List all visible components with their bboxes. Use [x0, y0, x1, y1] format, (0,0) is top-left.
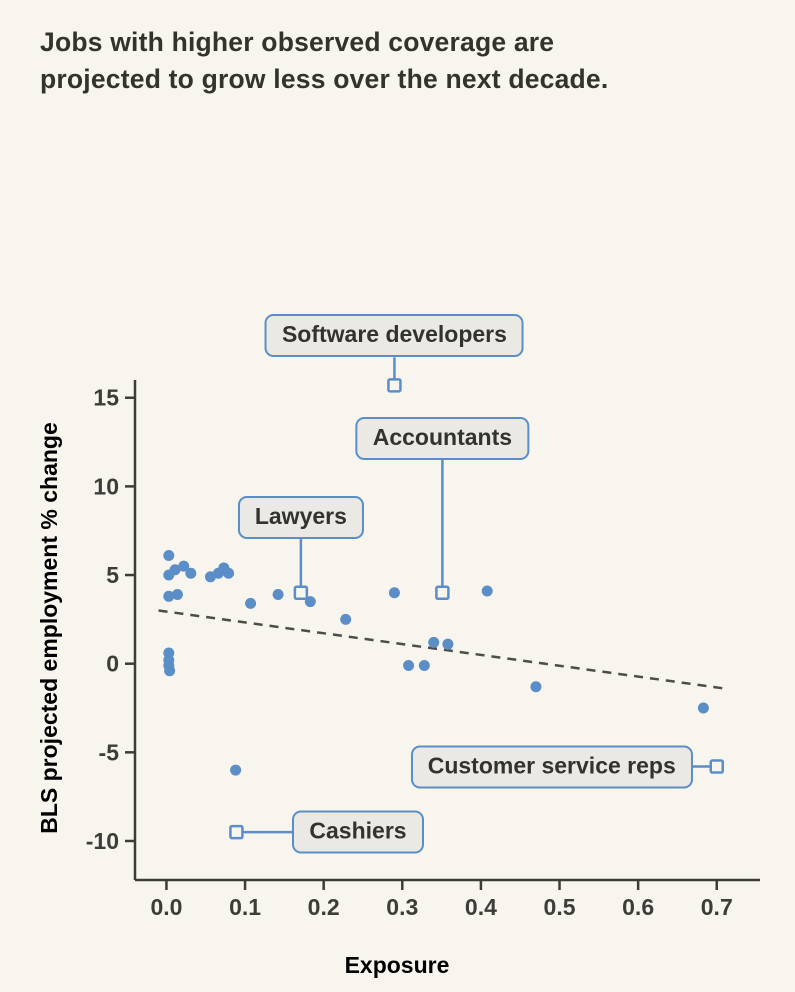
y-tick-label: 5: [106, 562, 119, 588]
y-tick-label: 0: [106, 651, 119, 677]
callout-customer-service-reps: Customer service reps: [410, 745, 693, 789]
x-tick-label: 0.7: [701, 894, 733, 920]
data-point: [178, 560, 190, 572]
x-tick-label: 0.6: [622, 894, 654, 920]
marker-customer-service-reps: [709, 759, 725, 774]
x-tick-label: 0.5: [544, 894, 576, 920]
data-point: [245, 597, 257, 609]
data-point: [230, 764, 242, 776]
data-point: [340, 613, 352, 625]
figure-title-line-1: Jobs with higher observed coverage are: [40, 27, 555, 57]
x-axis-label: Exposure: [345, 952, 450, 978]
data-point: [530, 681, 542, 693]
y-tick-label: -10: [86, 828, 119, 854]
y-tick-label: 10: [93, 473, 119, 499]
figure-title: Jobs with higher observed coverage are p…: [40, 24, 608, 98]
data-point: [442, 638, 454, 650]
callout-cashiers: Cashiers: [292, 810, 424, 854]
x-tick-label: 0.4: [465, 894, 497, 920]
data-point: [697, 702, 709, 714]
data-point: [272, 589, 284, 601]
marker-accountants: [435, 585, 450, 601]
data-point: [163, 590, 175, 602]
data-point: [223, 567, 235, 579]
data-point: [185, 567, 197, 579]
callout-lawyers: Lawyers: [237, 495, 364, 539]
callout-software-developers: Software developers: [264, 314, 524, 358]
data-point: [163, 550, 175, 562]
marker-lawyers: [293, 585, 309, 601]
data-point: [169, 564, 181, 576]
figure-title-line-2: projected to grow less over the next dec…: [40, 64, 609, 95]
x-tick-label: 0.2: [308, 894, 340, 920]
marker-cashiers: [229, 824, 244, 840]
data-point: [428, 636, 440, 648]
data-point: [171, 589, 183, 601]
data-point: [481, 585, 493, 597]
data-point: [388, 587, 400, 599]
marker-software-developers: [387, 378, 402, 393]
x-tick-label: 0.1: [229, 894, 261, 920]
x-tick-label: 0.0: [150, 894, 182, 920]
y-tick-label: -5: [99, 739, 120, 765]
data-point: [418, 659, 430, 671]
plot-layer: 0.0 0.1 0.2 0.3 0.4 0.5 0.6 0.7 15 10 5 0 -5 -10: [86, 357, 760, 920]
data-point: [164, 665, 176, 677]
callout-accountants: Accountants: [355, 416, 530, 460]
data-point: [403, 659, 415, 671]
y-tick-label: 15: [93, 385, 119, 411]
y-axis-label: BLS projected employment % change: [36, 422, 62, 834]
x-tick-label: 0.3: [386, 894, 418, 920]
